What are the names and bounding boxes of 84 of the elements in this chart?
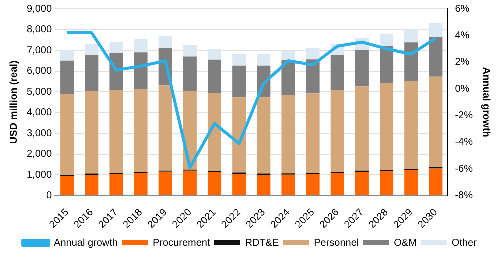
bar bbox=[208, 172, 222, 196]
bar bbox=[355, 172, 369, 196]
bar bbox=[355, 86, 369, 171]
bar bbox=[134, 52, 148, 90]
legend-label: RDT&E bbox=[245, 238, 280, 249]
bar bbox=[429, 24, 443, 38]
bar bbox=[404, 30, 418, 43]
bar bbox=[330, 173, 344, 196]
bar bbox=[282, 60, 296, 96]
y2-axis-title: Annual growth bbox=[480, 67, 492, 138]
bar bbox=[232, 54, 246, 66]
bar bbox=[282, 95, 296, 174]
y-tick-label: 2,000 bbox=[26, 149, 52, 160]
bar bbox=[330, 90, 344, 172]
bar bbox=[85, 44, 99, 56]
bar bbox=[306, 60, 320, 94]
bar bbox=[85, 90, 99, 174]
bar bbox=[355, 50, 369, 87]
bar bbox=[208, 93, 222, 172]
bar bbox=[257, 54, 271, 66]
legend-label: Personnel bbox=[314, 238, 360, 249]
bar bbox=[306, 174, 320, 196]
bar bbox=[404, 42, 418, 82]
y2-tick-label: -8% bbox=[455, 190, 474, 202]
y2-tick-label: 2% bbox=[455, 57, 470, 68]
legend-label: O&M bbox=[394, 238, 417, 249]
bar bbox=[85, 175, 99, 196]
bar bbox=[380, 171, 394, 196]
bar bbox=[404, 81, 418, 170]
y2-tick-label: 6% bbox=[455, 4, 470, 15]
legend-label: Annual growth bbox=[54, 238, 118, 249]
bar bbox=[306, 48, 320, 60]
bar bbox=[232, 66, 246, 98]
bar bbox=[183, 170, 197, 196]
bar bbox=[330, 55, 344, 90]
bar bbox=[257, 98, 271, 174]
bar bbox=[134, 173, 148, 196]
y-tick-label: 0 bbox=[46, 190, 52, 202]
bar bbox=[429, 37, 443, 77]
bar bbox=[404, 170, 418, 196]
bar bbox=[60, 94, 74, 176]
bar bbox=[232, 98, 246, 173]
bar bbox=[380, 84, 394, 170]
bar bbox=[158, 172, 172, 196]
y-tick-label: 6,000 bbox=[26, 66, 52, 78]
y-tick-label: 4,000 bbox=[26, 108, 52, 119]
y2-tick-label: 0% bbox=[455, 84, 470, 95]
y2-tick-label: -4% bbox=[455, 137, 474, 148]
bar bbox=[282, 174, 296, 196]
bar bbox=[110, 90, 124, 174]
bar bbox=[380, 34, 394, 46]
y2-tick-label: -2% bbox=[455, 110, 474, 122]
bar bbox=[257, 175, 271, 196]
bar bbox=[208, 60, 222, 94]
bar bbox=[183, 56, 197, 92]
bar bbox=[134, 39, 148, 53]
legend-label: Procurement bbox=[152, 238, 210, 249]
y2-tick-label: 4% bbox=[455, 30, 470, 42]
bar bbox=[60, 176, 74, 196]
bar bbox=[429, 76, 443, 168]
y-axis-title: USD million (real) bbox=[8, 60, 20, 144]
y-tick-label: 7,000 bbox=[26, 45, 52, 56]
bar bbox=[85, 55, 99, 91]
bar bbox=[380, 46, 394, 84]
bar bbox=[282, 51, 296, 60]
y2-tick-label: -6% bbox=[455, 164, 474, 175]
y-tick-label: 9,000 bbox=[26, 4, 52, 15]
bar bbox=[60, 60, 74, 94]
y-tick-label: 1,000 bbox=[26, 170, 52, 181]
y-tick-label: 8,000 bbox=[26, 24, 52, 36]
bar bbox=[429, 168, 443, 196]
bar bbox=[208, 49, 222, 60]
y-tick-label: 5,000 bbox=[26, 86, 52, 98]
bar bbox=[158, 36, 172, 48]
bar bbox=[110, 174, 124, 196]
legend-label: Other bbox=[452, 238, 478, 249]
y-tick-label: 3,000 bbox=[26, 128, 52, 140]
bar bbox=[134, 89, 148, 172]
bar bbox=[158, 86, 172, 171]
bar bbox=[183, 45, 197, 57]
bar bbox=[110, 42, 124, 53]
bar bbox=[232, 174, 246, 196]
bar bbox=[306, 94, 320, 174]
bar bbox=[60, 50, 74, 61]
